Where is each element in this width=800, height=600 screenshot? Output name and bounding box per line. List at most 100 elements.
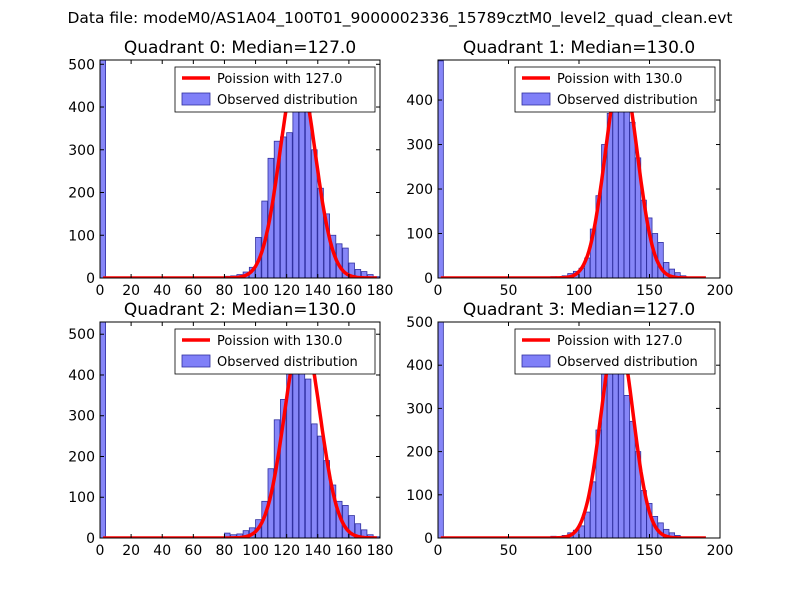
y-tick-label: 200 — [68, 449, 95, 465]
y-tick-label: 400 — [406, 93, 433, 109]
y-tick-label: 100 — [68, 490, 95, 506]
x-tick-label: 0 — [96, 543, 105, 559]
x-tick-label: 100 — [566, 283, 593, 299]
y-tick-label: 400 — [68, 100, 95, 116]
x-tick-label: 0 — [434, 283, 443, 299]
y-tick-label: 100 — [406, 227, 433, 243]
legend-bar-swatch — [521, 92, 551, 106]
x-tick-label: 140 — [304, 543, 331, 559]
legend: Poission with 130.0 Observed distribution — [174, 328, 376, 375]
figure-title: Data file: modeM0/AS1A04_100T01_90000023… — [67, 9, 733, 27]
histogram-bar — [280, 399, 287, 538]
histogram-bar — [304, 110, 312, 278]
x-tick-label: 20 — [122, 543, 140, 559]
x-tick-label: 100 — [242, 283, 269, 299]
y-tick-label: 300 — [406, 401, 433, 417]
x-tick-label: 80 — [216, 543, 234, 559]
histogram-bar — [674, 272, 681, 278]
legend-label-curve: Poission with 130.0 — [217, 334, 342, 349]
legend-label-observed: Observed distribution — [217, 355, 358, 370]
poisson-curve — [440, 70, 707, 278]
y-tick-label: 200 — [406, 182, 433, 198]
x-tick-label: 120 — [273, 543, 300, 559]
legend-bar-swatch — [181, 92, 211, 106]
legend-label-curve: Poission with 130.0 — [557, 72, 682, 87]
x-tick-label: 40 — [153, 283, 171, 299]
histogram-bar — [623, 104, 630, 278]
x-tick-label: 140 — [304, 283, 331, 299]
chart-quadrant-2: 0 20 40 60 80 100 120 140 160 1800100200300400500… — [68, 300, 393, 559]
plot-area — [100, 60, 380, 278]
histogram-bar — [280, 136, 287, 278]
histogram-bar — [438, 60, 444, 278]
histogram-bar — [606, 351, 613, 538]
chart-title: Quadrant 0: Median=127.0 — [124, 38, 356, 58]
x-tick-label: 160 — [336, 543, 363, 559]
y-tick-label: 200 — [68, 186, 95, 202]
y-tick-label: 0 — [424, 531, 433, 547]
legend-label-observed: Observed distribution — [557, 93, 698, 108]
y-tick-label: 300 — [68, 143, 95, 159]
histogram-bar — [584, 511, 591, 538]
histogram-bar — [354, 269, 362, 278]
y-tick-label: 0 — [86, 531, 95, 547]
x-tick-label: 160 — [336, 283, 363, 299]
chart-title: Quadrant 3: Median=127.0 — [463, 300, 695, 320]
y-tick-label: 200 — [406, 445, 433, 461]
histogram-bar — [323, 213, 330, 278]
x-tick-label: 150 — [636, 283, 663, 299]
histogram-bar — [317, 435, 324, 538]
histogram-bar — [311, 423, 318, 538]
x-tick-label: 180 — [367, 543, 394, 559]
legend-label-observed: Observed distribution — [557, 355, 698, 370]
y-tick-label: 0 — [424, 271, 433, 287]
histogram-bar — [360, 529, 368, 538]
x-tick-label: 60 — [184, 283, 202, 299]
x-tick-label: 150 — [636, 543, 663, 559]
x-tick-label: 80 — [216, 283, 234, 299]
histogram-bar — [618, 90, 625, 278]
legend-label-curve: Poission with 127.0 — [557, 334, 682, 349]
histogram-bar — [618, 360, 625, 538]
histogram-bar — [629, 420, 636, 538]
y-tick-label: 100 — [68, 228, 95, 244]
y-tick-label: 400 — [406, 358, 433, 374]
legend: Poission with 130.0 Observed distribution — [514, 66, 716, 113]
histogram-bar — [100, 322, 106, 538]
x-tick-label: 100 — [566, 543, 593, 559]
histogram-bar — [100, 60, 106, 278]
poisson-curve — [440, 329, 707, 538]
y-tick-label: 300 — [68, 409, 95, 425]
x-tick-label: 120 — [273, 283, 300, 299]
y-tick-label: 0 — [86, 271, 95, 287]
axes-frame — [99, 59, 381, 279]
chart-title: Quadrant 1: Median=130.0 — [463, 38, 695, 58]
y-tick-label: 400 — [68, 368, 95, 384]
x-tick-label: 180 — [367, 283, 394, 299]
x-tick-label: 0 — [96, 283, 105, 299]
chart-quadrant-0: 0 20 40 60 80 100 120 140 160 1800100200300400500… — [68, 38, 393, 299]
x-tick-label: 40 — [153, 543, 171, 559]
x-tick-label: 100 — [242, 543, 269, 559]
axes-frame — [99, 321, 381, 539]
histogram-bar — [623, 395, 630, 538]
histogram-bar — [304, 378, 312, 538]
x-tick-label: 0 — [434, 543, 443, 559]
poisson-curve — [102, 67, 378, 278]
legend: Poission with 127.0 Observed distribution — [174, 66, 376, 113]
y-tick-label: 500 — [68, 57, 95, 73]
x-tick-label: 20 — [122, 283, 140, 299]
histogram-bar — [438, 322, 444, 538]
legend: Poission with 127.0 Observed distribution — [514, 328, 716, 375]
plot-area — [100, 322, 380, 538]
plot-area — [438, 60, 707, 278]
histogram-bar — [273, 140, 281, 278]
x-tick-label: 200 — [707, 543, 734, 559]
x-tick-label: 50 — [500, 283, 518, 299]
legend-label-curve: Poission with 127.0 — [217, 72, 342, 87]
legend-label-observed: Observed distribution — [217, 93, 358, 108]
y-tick-label: 500 — [68, 327, 95, 343]
histogram-bar — [286, 132, 293, 278]
plot-area — [438, 322, 707, 538]
